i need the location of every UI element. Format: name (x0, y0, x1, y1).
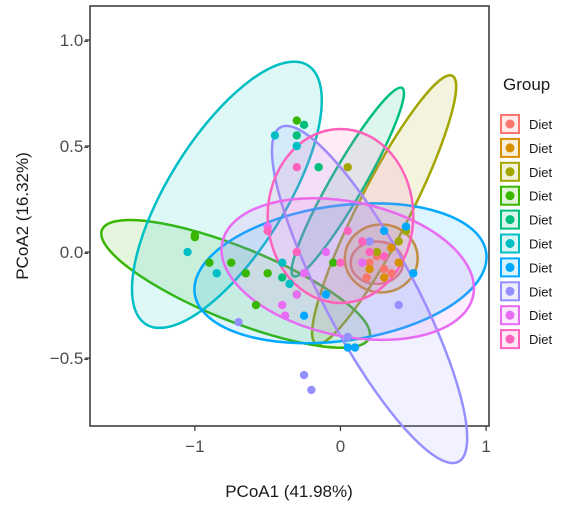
data-point (343, 163, 352, 172)
data-point (372, 247, 382, 257)
data-point (299, 120, 309, 129)
x-tick-label: 1 (481, 437, 490, 456)
data-point (365, 264, 374, 274)
data-point (379, 273, 389, 282)
legend-marker (505, 191, 515, 201)
data-point (379, 226, 389, 236)
legend-marker (505, 310, 515, 320)
y-tick-label: −0.5- (50, 349, 89, 368)
x-axis: −1 0 1 (185, 426, 491, 456)
data-point (251, 300, 261, 310)
data-point (328, 258, 338, 267)
data-point (343, 332, 352, 342)
data-point (234, 317, 243, 327)
data-point (350, 343, 360, 352)
data-point (292, 163, 301, 172)
data-point (358, 258, 367, 267)
data-point (280, 311, 290, 320)
data-point (270, 131, 280, 140)
y-axis: 1.0- 0.5- 0.0- −0.5- (50, 31, 90, 368)
data-point (307, 385, 316, 395)
y-tick-label: 0.5- (60, 137, 89, 156)
legend-marker (505, 119, 515, 129)
y-tick-label: 1.0- (60, 31, 89, 50)
data-point (263, 269, 272, 278)
legend: Group Diet Diet Diet Diet Diet Diet Diet Diet Di… (500, 75, 553, 350)
data-point (387, 243, 396, 253)
legend-label: Diet (529, 237, 553, 252)
x-axis-title: PCoA1 (41.98%) (225, 482, 353, 501)
y-axis-title: PCoA2 (16.32%) (13, 152, 32, 280)
data-point (205, 258, 214, 267)
legend-label: Diet (529, 332, 553, 347)
data-point (362, 273, 371, 282)
data-point (227, 258, 236, 267)
data-point (379, 264, 389, 274)
data-point (321, 290, 331, 299)
legend-marker (505, 143, 515, 153)
legend-label: Diet (529, 213, 553, 228)
legend-marker (505, 262, 515, 272)
legend-marker (505, 334, 515, 344)
group-ellipse (130, 60, 324, 330)
x-tick-label: −1 (185, 437, 204, 456)
data-point (336, 258, 345, 267)
legend-label: Diet (529, 308, 553, 323)
legend-marker (505, 239, 515, 248)
data-point (401, 222, 411, 231)
data-point (299, 311, 309, 320)
data-point (183, 247, 192, 257)
legend-label: Diet (529, 260, 553, 275)
legend-marker (505, 215, 515, 225)
data-point (299, 269, 309, 278)
data-point (365, 258, 374, 267)
data-point (278, 258, 287, 267)
data-point (358, 237, 367, 246)
data-points (183, 116, 418, 395)
data-point (343, 226, 352, 236)
group-ellipse (290, 86, 406, 278)
data-point (343, 343, 352, 352)
legend-label: Diet (529, 117, 553, 132)
data-point (263, 226, 272, 236)
data-point (387, 269, 396, 278)
data-point (278, 300, 287, 310)
data-point (241, 269, 251, 278)
data-point (394, 300, 403, 310)
legend-label: Diet (529, 165, 553, 180)
legend-marker (505, 286, 515, 296)
data-point (394, 237, 403, 246)
data-point (394, 258, 403, 267)
data-point (299, 370, 309, 380)
y-tick-label: 0.0- (60, 243, 89, 262)
legend-title: Group (503, 75, 550, 94)
data-point (409, 269, 418, 278)
data-point (292, 247, 301, 257)
data-point (379, 252, 389, 261)
data-point (190, 230, 200, 240)
x-tick-label: 0 (336, 437, 345, 456)
data-point (292, 131, 301, 140)
legend-label: Diet (529, 141, 553, 156)
data-point (278, 273, 287, 282)
data-point (321, 247, 331, 257)
legend-marker (505, 167, 515, 177)
data-point (314, 163, 323, 172)
data-point (212, 269, 221, 278)
data-point (292, 116, 301, 125)
data-point (365, 237, 374, 246)
data-point (285, 279, 294, 289)
data-point (365, 247, 374, 257)
legend-label: Diet (529, 189, 553, 204)
legend-label: Diet (529, 284, 553, 299)
data-point (292, 141, 301, 151)
data-point (292, 290, 301, 299)
